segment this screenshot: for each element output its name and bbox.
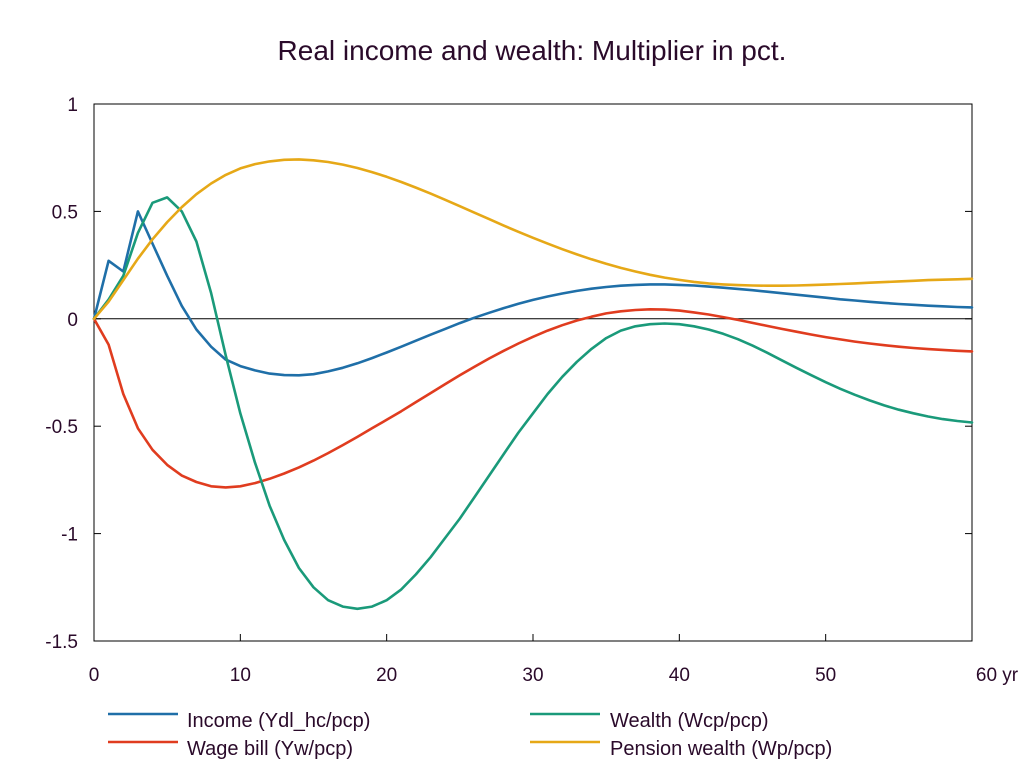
x-tick-label: 40: [669, 665, 690, 686]
legend-label-4: Pension wealth (Wp/pcp): [610, 738, 832, 760]
y-tick-label: 1: [67, 95, 78, 116]
series-line-2: [92, 307, 974, 489]
x-tick-label: 60 yr: [976, 665, 1019, 686]
y-tick-label: -1: [61, 525, 78, 546]
x-tick-label: 20: [376, 665, 397, 686]
x-tick-label: 10: [230, 665, 251, 686]
plot-frame: [93, 103, 973, 642]
x-tick-label: 50: [815, 665, 836, 686]
y-tick-label: 0: [67, 310, 78, 331]
y-tick-label: -0.5: [45, 417, 78, 438]
chart-title: Real income and wealth: Multiplier in pc…: [278, 35, 787, 66]
x-tick-label: 30: [522, 665, 543, 686]
legend-label-3: Wealth (Wcp/pcp): [610, 710, 769, 732]
series-line-1: [92, 210, 974, 377]
series-line-3: [92, 196, 974, 611]
legend-label-1: Income (Ydl_hc/pcp): [187, 710, 370, 732]
legend-label-2: Wage bill (Yw/pcp): [187, 738, 353, 760]
y-tick-label: 0.5: [52, 202, 78, 223]
series-line-4: [92, 158, 974, 321]
y-tick-label: -1.5: [45, 632, 78, 653]
x-tick-label: 0: [89, 665, 100, 686]
